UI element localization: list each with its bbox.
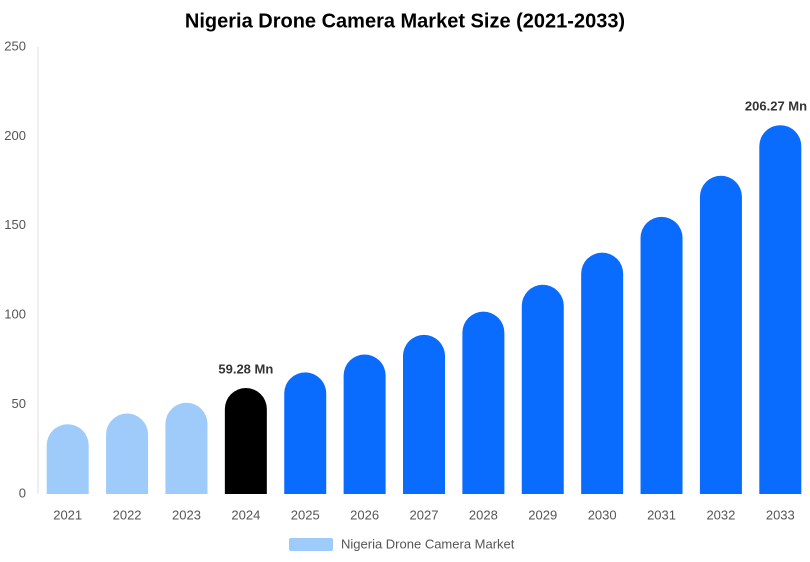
bar — [581, 252, 624, 494]
y-tick-label: 250 — [4, 38, 26, 53]
y-tick-label: 200 — [4, 128, 26, 143]
bar — [640, 216, 683, 495]
x-tick-label: 2029 — [528, 507, 557, 522]
y-tick-label: 0 — [19, 485, 26, 500]
x-tick-label: 2026 — [350, 507, 379, 522]
x-tick-label: 2022 — [113, 507, 142, 522]
x-tick-label: 2031 — [647, 507, 676, 522]
y-tick-label: 150 — [4, 217, 26, 232]
bar — [343, 354, 386, 494]
x-tick-label: 2027 — [410, 507, 439, 522]
value-label: 206.27 Mn — [745, 99, 807, 114]
x-tick-label: 2032 — [706, 507, 735, 522]
legend-swatch — [289, 538, 333, 551]
bar — [759, 125, 802, 494]
bar — [462, 311, 505, 494]
x-tick-label: 2030 — [588, 507, 617, 522]
y-tick-label: 100 — [4, 307, 26, 322]
y-tick-label: 50 — [12, 396, 26, 411]
x-tick-label: 2023 — [172, 507, 201, 522]
legend-label: Nigeria Drone Camera Market — [341, 536, 515, 551]
bar — [224, 388, 267, 494]
bar — [46, 424, 89, 494]
bar — [106, 413, 149, 494]
x-tick-label: 2028 — [469, 507, 498, 522]
value-label: 59.28 Mn — [218, 361, 273, 376]
chart-title: Nigeria Drone Camera Market Size (2021-2… — [185, 10, 625, 32]
x-tick-label: 2025 — [291, 507, 320, 522]
bar — [699, 175, 742, 494]
bar — [284, 372, 327, 494]
bar — [403, 334, 445, 494]
x-tick-label: 2021 — [53, 507, 82, 522]
x-tick-label: 2033 — [766, 507, 795, 522]
bar — [521, 284, 564, 494]
x-tick-label: 2024 — [231, 507, 260, 522]
bar — [165, 402, 208, 494]
